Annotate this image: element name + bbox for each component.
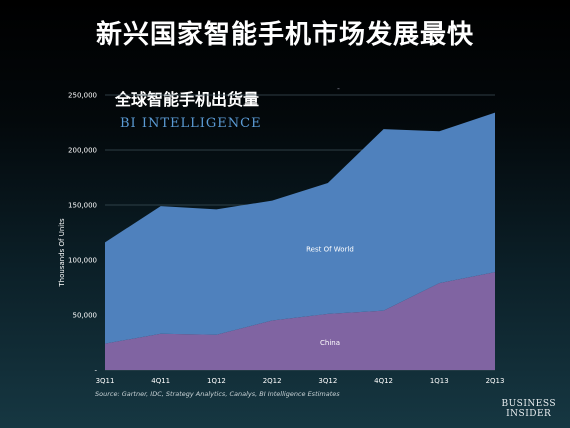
x-tick-label: 2Q13 (486, 377, 505, 385)
labels: - 50,000 100,000 150,000 200,000 250,000 China… (58, 92, 504, 386)
y-tick-label: - (94, 367, 97, 375)
x-tick-label: 4Q11 (151, 377, 170, 385)
areas (105, 112, 495, 370)
series-label: China (320, 339, 340, 347)
x-tick-label: 1Q13 (430, 377, 449, 385)
area-china (105, 272, 495, 370)
brand-line-1: BUSINESS (501, 399, 556, 409)
x-tick-label: 3Q11 (96, 377, 115, 385)
x-tick-label: 1Q12 (207, 377, 226, 385)
x-tick-label: 3Q12 (318, 377, 337, 385)
area-rest-of-world (105, 112, 495, 344)
y-tick-label: 250,000 (68, 92, 97, 100)
business-insider-logo: BUSINESS INSIDER (501, 399, 556, 419)
bi-intelligence-logo: BI INTELLIGENCE (120, 116, 262, 131)
y-tick-label: 100,000 (68, 257, 97, 265)
dash-mark: - (337, 84, 340, 93)
y-axis-title: Thousands Of Units (58, 218, 66, 288)
y-tick-label: 150,000 (68, 202, 97, 210)
source-note: Source: Gartner, IDC, Strategy Analytics… (95, 390, 340, 398)
series-label: Rest Of World (306, 245, 354, 253)
headline: 新兴国家智能手机市场发展最快 (95, 20, 474, 50)
y-tick-label: 50,000 (73, 312, 98, 320)
y-tick-label: 200,000 (68, 147, 97, 155)
x-tick-label: 2Q12 (263, 377, 282, 385)
brand-line-2: INSIDER (506, 409, 552, 419)
x-tick-label: 4Q12 (374, 377, 393, 385)
